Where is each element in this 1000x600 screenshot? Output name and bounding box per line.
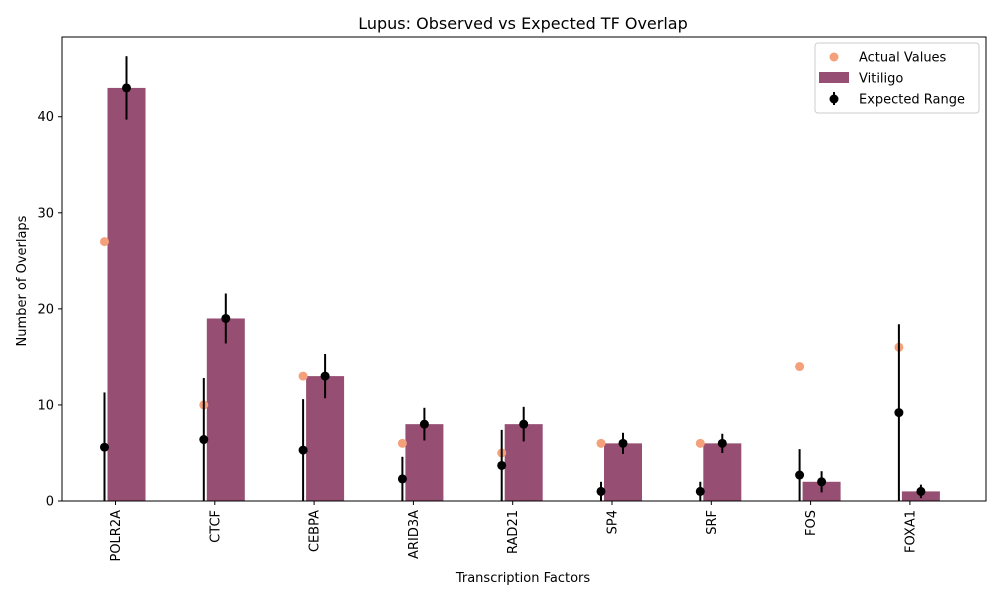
actual-value-point xyxy=(397,438,407,448)
x-tick-label: CEBPA xyxy=(308,510,323,552)
actual-value-point xyxy=(100,237,109,247)
x-axis-label: Transcription Factors xyxy=(455,571,591,586)
legend-swatch-vitiligo xyxy=(819,72,849,83)
x-tick-label: FOXA1 xyxy=(903,510,918,553)
x-tick-label: SP4 xyxy=(606,510,621,534)
vitiligo-expected-point xyxy=(221,313,231,323)
legend-box xyxy=(814,42,980,114)
lupus-expected-point xyxy=(795,470,805,480)
vitiligo-bar xyxy=(107,87,146,502)
x-tick-label: ARID3A xyxy=(407,510,422,559)
legend-label: Actual Values xyxy=(859,51,947,66)
vitiligo-expected-point xyxy=(717,438,727,448)
vitiligo-expected-point xyxy=(916,486,926,496)
x-tick-label: FOS xyxy=(804,510,819,536)
x-tick-label: SRF xyxy=(705,510,720,535)
legend-label: Vitiligo xyxy=(859,72,903,87)
lupus-expected-point xyxy=(894,408,904,418)
vitiligo-expected-point xyxy=(122,83,131,93)
lupus-expected-point xyxy=(695,486,705,496)
actual-value-point xyxy=(596,438,606,448)
vitiligo-expected-point xyxy=(817,477,827,487)
vitiligo-expected-point xyxy=(419,419,429,429)
vitiligo-bar xyxy=(206,318,245,501)
plot-area: 0 10 20 30 40 POLR2A CTCF CEBPA ARID3A RAD21 SP4 SR… xyxy=(37,36,987,562)
legend-swatch-actual xyxy=(829,52,839,62)
y-tick-label: 40 xyxy=(37,110,54,125)
legend: Actual Values Vitiligo Expected Range xyxy=(814,42,980,114)
y-tick-label: 0 xyxy=(46,495,54,510)
lupus-expected-point xyxy=(596,486,606,496)
lupus-expected-point xyxy=(298,445,308,455)
lupus-expected-point xyxy=(100,442,109,452)
lupus-expected-point xyxy=(199,435,209,445)
axes-frame xyxy=(61,36,987,502)
actual-value-point xyxy=(298,371,308,381)
actual-value-point xyxy=(795,362,805,372)
y-tick-label: 30 xyxy=(37,206,54,221)
actual-value-point xyxy=(695,438,705,448)
vitiligo-expected-point xyxy=(519,419,529,429)
vitiligo-expected-point xyxy=(618,438,628,448)
lupus-expected-point xyxy=(397,474,407,484)
vitiligo-expected-point xyxy=(320,371,330,381)
x-tick-label: POLR2A xyxy=(109,510,124,562)
lupus-expected-point xyxy=(497,460,507,470)
y-tick-label: 10 xyxy=(37,398,54,413)
y-axis-label: Number of Overlaps xyxy=(15,215,30,346)
legend-swatch-expected xyxy=(829,94,839,104)
x-tick-label: RAD21 xyxy=(506,510,521,554)
y-tick-label: 20 xyxy=(37,302,54,317)
chart-title: Lupus: Observed vs Expected TF Overlap xyxy=(358,14,688,33)
legend-label: Expected Range xyxy=(859,93,965,108)
x-tick-label: CTCF xyxy=(208,510,223,543)
